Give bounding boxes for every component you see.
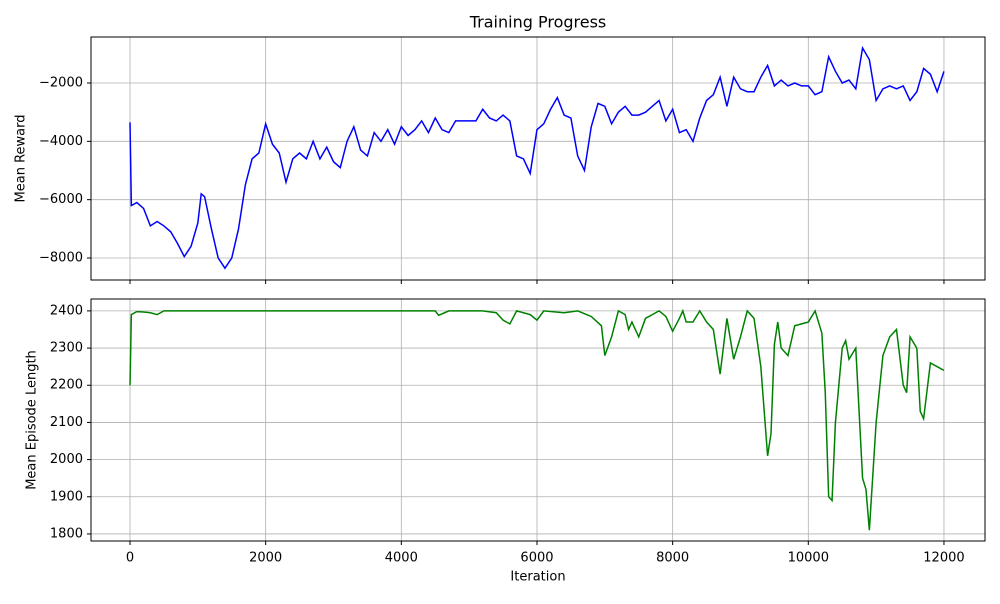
data-line (129, 308, 945, 531)
y-tick-label: −4000 (39, 134, 83, 149)
y-tick-label: 2200 (50, 378, 83, 393)
x-tick-label: 12000 (923, 551, 964, 566)
chart-title: Training Progress (469, 13, 607, 32)
x-tick-label: 2000 (249, 551, 282, 566)
y-tick-label: 2400 (50, 303, 83, 318)
x-axis-label: Iteration (510, 570, 565, 585)
x-tick-label: 4000 (385, 551, 418, 566)
y-tick-label: 2100 (50, 415, 83, 430)
y-axis-label: Mean Reward (14, 115, 29, 203)
x-tick-label: 0 (126, 551, 134, 566)
x-tick-label: 8000 (656, 551, 689, 566)
data-line (129, 45, 945, 270)
y-axis-label: Mean Episode Length (25, 350, 40, 490)
x-tick-label: 6000 (520, 551, 553, 566)
y-tick-label: −8000 (39, 251, 83, 266)
y-tick-label: 2000 (50, 452, 83, 467)
plot-frame (90, 298, 986, 542)
plot-frame (90, 36, 986, 281)
x-tick-label: 10000 (788, 551, 829, 566)
y-tick-label: −2000 (39, 75, 83, 90)
y-tick-label: −6000 (39, 192, 83, 207)
y-tick-label: 1900 (50, 489, 83, 504)
y-tick-label: 2300 (50, 341, 83, 356)
y-tick-label: 1800 (50, 526, 83, 541)
